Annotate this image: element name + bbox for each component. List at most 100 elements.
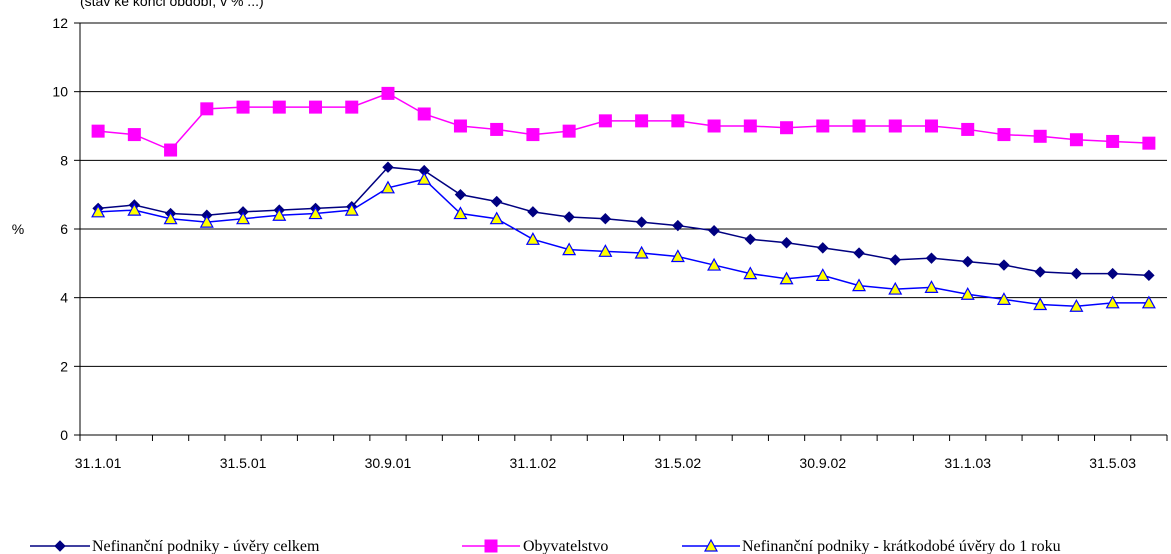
data-point <box>1141 295 1156 309</box>
data-point <box>707 257 722 271</box>
data-point <box>779 271 794 285</box>
data-point <box>780 237 793 249</box>
y-tick-label: 0 <box>60 427 68 443</box>
y-tick-label: 2 <box>60 358 68 374</box>
data-point <box>490 122 504 136</box>
data-point <box>236 211 251 225</box>
x-tick-label: 30.9.01 <box>365 455 412 471</box>
data-point <box>1069 133 1083 147</box>
gridlines <box>80 22 1167 367</box>
data-point <box>1105 295 1120 309</box>
x-tick-label: 31.1.01 <box>75 455 122 471</box>
data-point <box>1034 266 1046 278</box>
data-point <box>163 211 178 225</box>
series-group <box>91 86 1156 312</box>
series-2 <box>91 86 1156 157</box>
data-point <box>888 119 902 133</box>
data-point <box>381 86 395 100</box>
data-point <box>635 216 648 228</box>
data-point <box>743 119 757 133</box>
data-point <box>961 122 975 136</box>
x-tick-label: 30.9.02 <box>799 455 846 471</box>
data-point <box>236 100 250 114</box>
y-tick-labels: 0 2 4 6 8 10 12 <box>52 15 68 443</box>
legend: Nefinanční podniky - úvěry celkem Obyvate… <box>30 538 1061 554</box>
data-point <box>960 286 975 300</box>
data-point <box>744 233 757 246</box>
series-1 <box>92 161 1155 282</box>
data-point <box>272 208 287 221</box>
data-point <box>490 195 503 208</box>
data-point <box>1142 136 1156 150</box>
series-3 <box>91 171 1156 312</box>
x-tick-label: 31.5.02 <box>654 455 701 471</box>
data-point <box>527 206 539 218</box>
data-point <box>1070 267 1083 280</box>
legend-item-1: Nefinanční podniky - úvěry celkem <box>30 538 320 554</box>
data-point <box>1106 267 1119 280</box>
data-point <box>996 292 1011 305</box>
x-tick-labels: 31.1.01 31.5.01 30.9.01 31.1.02 31.5.02 30.9.… <box>75 455 1136 471</box>
data-point <box>635 114 649 128</box>
data-point <box>417 107 431 121</box>
data-point <box>309 100 323 114</box>
data-point <box>924 119 938 133</box>
data-point <box>525 232 540 245</box>
data-point <box>526 128 540 142</box>
data-point <box>489 211 504 225</box>
data-point <box>598 114 612 128</box>
y-tick-label: 4 <box>60 290 68 306</box>
data-point <box>1033 129 1047 143</box>
data-point <box>417 171 432 185</box>
data-point <box>708 225 720 237</box>
data-point <box>199 214 214 228</box>
legend-label: Nefinanční podniky - krátkodobé úvěry do… <box>742 538 1061 554</box>
data-point <box>599 212 612 225</box>
data-point <box>484 539 498 553</box>
legend-item-2: Obyvatelstvo <box>462 538 608 554</box>
chart-title: (stav ke konci období, v % ...) <box>80 0 264 9</box>
data-point <box>598 244 613 257</box>
data-point <box>127 128 141 142</box>
data-point <box>308 206 323 220</box>
data-point <box>780 121 794 135</box>
data-point <box>962 255 974 268</box>
data-point <box>672 219 684 232</box>
data-point <box>670 249 685 263</box>
x-tick-label: 31.1.02 <box>510 455 557 471</box>
series-line <box>98 92 1149 151</box>
data-point <box>454 188 467 201</box>
data-point <box>127 202 142 216</box>
y-tick-label: 12 <box>52 15 68 31</box>
series-line <box>98 178 1149 308</box>
data-point <box>998 259 1010 271</box>
legend-item-3: Nefinanční podniky - krátkodobé úvěry do… <box>682 538 1061 554</box>
axes <box>74 22 1168 441</box>
data-point <box>562 242 577 256</box>
data-point <box>344 202 359 216</box>
data-point <box>815 268 830 281</box>
data-point <box>1069 298 1084 312</box>
data-point <box>272 100 286 114</box>
series-line <box>98 166 1149 277</box>
data-point <box>562 124 576 138</box>
data-point <box>743 266 758 280</box>
data-point <box>925 252 938 264</box>
data-point <box>997 128 1011 142</box>
data-point <box>889 254 901 266</box>
y-axis-label: % <box>12 221 24 237</box>
data-point <box>380 180 395 194</box>
data-point <box>707 119 721 133</box>
data-point <box>1033 297 1048 311</box>
legend-label: Nefinanční podniky - úvěry celkem <box>92 538 320 554</box>
data-point <box>852 278 867 292</box>
x-tick-label: 31.5.03 <box>1089 455 1136 471</box>
data-point <box>453 206 468 220</box>
data-point <box>91 124 105 138</box>
data-point <box>924 280 939 293</box>
data-point <box>200 102 214 116</box>
data-point <box>54 540 66 552</box>
data-point <box>345 100 359 114</box>
y-tick-label: 10 <box>52 84 68 100</box>
